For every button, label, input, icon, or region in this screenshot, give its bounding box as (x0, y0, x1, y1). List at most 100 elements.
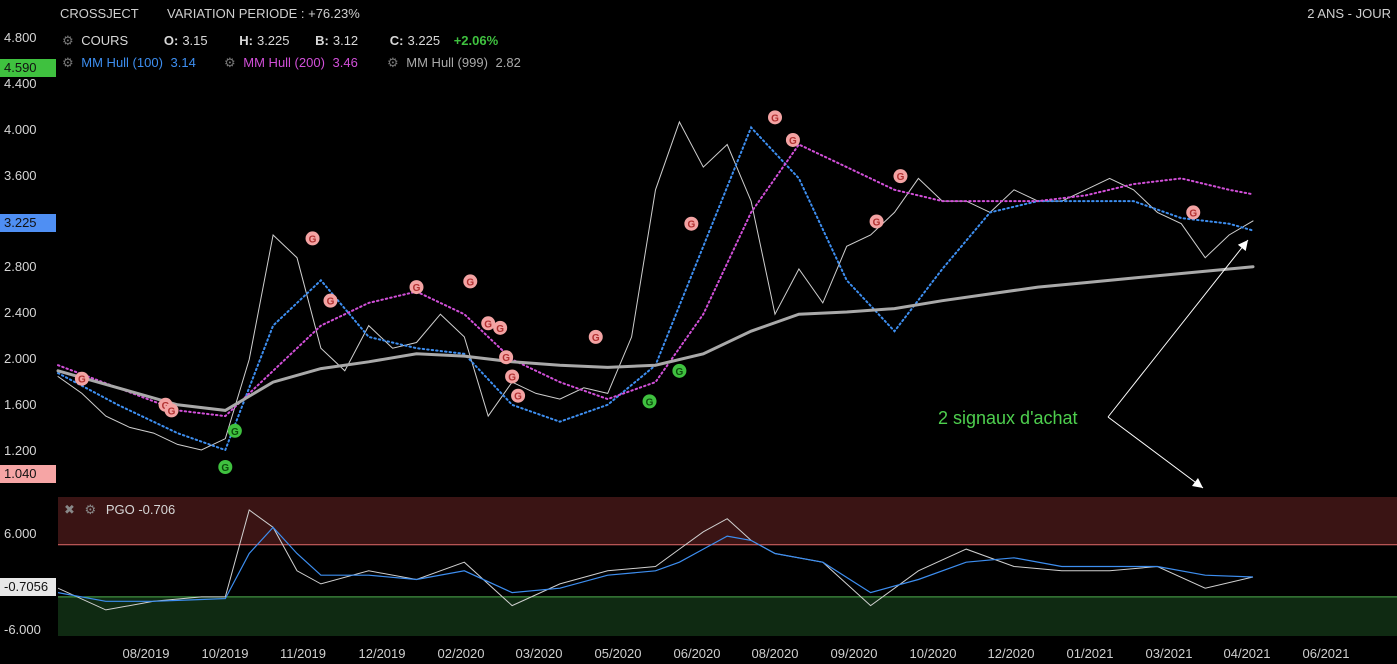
change-value: +2.06% (453, 33, 499, 48)
sell-signal-marker-glyph: G (592, 333, 600, 344)
y-tick: 1.200 (4, 443, 37, 458)
sell-signal-marker (164, 403, 179, 418)
sell-signal-marker-glyph: G (771, 113, 779, 124)
sell-signal-marker-glyph: G (309, 234, 317, 245)
high-badge: 4.590 (0, 59, 56, 77)
sell-signal-marker-glyph: G (466, 277, 474, 288)
pgo-signal-line (57, 526, 1254, 602)
hull100-value: 3.14 (170, 55, 196, 70)
sell-signal-marker (74, 371, 89, 386)
annotation-arrowhead (1191, 478, 1203, 488)
x-tick: 12/2019 (358, 646, 406, 661)
last-price-badge: 3.225 (0, 214, 56, 232)
buy-signal-marker (672, 363, 687, 378)
hull999-legend: ⚙ MM Hull (999) 2.82 (387, 55, 525, 71)
hull100-label: MM Hull (100) (81, 55, 163, 70)
pgo-oversold-zone (58, 596, 1397, 636)
x-tick: 09/2020 (830, 646, 878, 661)
x-tick: 02/2020 (437, 646, 485, 661)
low-value: 3.12 (332, 33, 359, 48)
y-tick: 3.600 (4, 168, 37, 183)
gear-icon[interactable]: ⚙ (224, 55, 236, 70)
low-label: B: (315, 33, 329, 48)
x-tick: 10/2020 (909, 646, 957, 661)
high-label: H: (239, 33, 253, 48)
sell-signal-marker (505, 369, 520, 384)
hull200-label: MM Hull (200) (243, 55, 325, 70)
x-tick: 01/2021 (1066, 646, 1114, 661)
annotation-arrowhead (1237, 240, 1248, 251)
hull999-label: MM Hull (999) (406, 55, 488, 70)
sell-signal-marker-glyph: G (873, 217, 881, 228)
sell-signal-marker-glyph: G (413, 283, 421, 294)
hull999-value: 2.82 (495, 55, 521, 70)
gear-icon[interactable]: ⚙ (62, 55, 74, 70)
y-tick: 2.000 (4, 351, 37, 366)
buy-signal-marker (642, 394, 657, 409)
annotation-arrow (1107, 416, 1204, 489)
sell-signal-marker (481, 316, 496, 331)
pgo-label: PGO -0.706 (105, 502, 176, 517)
x-tick: 06/2021 (1302, 646, 1350, 661)
gear-icon[interactable]: ⚙ (62, 33, 74, 48)
open-value: 3.15 (182, 33, 208, 48)
hull200-line (57, 143, 1254, 418)
x-tick: 11/2019 (279, 646, 327, 661)
x-tick: 03/2021 (1145, 646, 1193, 661)
high-value: 3.225 (256, 33, 290, 48)
close-label: C: (389, 33, 404, 48)
close-value: 3.225 (407, 33, 441, 48)
sell-signal-marker-glyph: G (502, 353, 510, 364)
sell-signal-marker-glyph: G (496, 324, 504, 335)
gear-icon[interactable]: ⚙ (84, 502, 97, 517)
buy-signal-marker-glyph: G (646, 397, 654, 408)
pgo-last-badge: -0.7056 (0, 578, 56, 596)
sell-signal-marker (785, 132, 800, 147)
x-tick: 12/2020 (987, 646, 1035, 661)
low-badge: 1.040 (0, 465, 56, 483)
pgo-overbought-zone (58, 497, 1397, 545)
sell-signal-marker-glyph: G (514, 392, 522, 403)
pgo-legend: ✖ ⚙ PGO -0.706 (64, 502, 175, 518)
sell-signal-marker-glyph: G (78, 375, 86, 386)
sell-signal-marker-glyph: G (168, 406, 176, 417)
sell-signal-marker-glyph: G (687, 220, 695, 231)
buy-signal-marker-glyph: G (676, 367, 684, 378)
sell-signal-marker (869, 214, 884, 229)
close-icon[interactable]: ✖ (64, 502, 75, 517)
buy-signal-marker (227, 423, 242, 438)
sell-signal-marker (768, 110, 782, 125)
annotation-arrow (1107, 239, 1249, 418)
sell-signal-marker-glyph: G (327, 297, 335, 308)
hull200-legend: ⚙ MM Hull (200) 3.46 (224, 55, 362, 71)
sell-signal-marker (493, 320, 508, 335)
annotation-text: 2 signaux d'achat (938, 408, 1078, 428)
sell-signal-marker-glyph: G (484, 319, 492, 330)
gear-icon[interactable]: ⚙ (387, 55, 399, 70)
y-tick: 2.400 (4, 305, 37, 320)
hull200-value: 3.46 (332, 55, 358, 70)
period-selector[interactable]: 2 ANS - JOUR (1307, 6, 1391, 21)
pgo-y-tick: -6.000 (4, 622, 41, 637)
sell-signal-marker-glyph: G (897, 172, 905, 183)
x-tick: 05/2020 (594, 646, 642, 661)
y-tick: 1.600 (4, 397, 37, 412)
buy-signal-marker (218, 460, 233, 474)
sell-signal-marker-glyph: G (1189, 208, 1197, 219)
sell-signal-marker (463, 274, 478, 289)
sell-signal-marker (499, 350, 514, 365)
sell-signal-marker (684, 216, 699, 231)
hull999-line (56, 265, 1255, 412)
sell-signal-marker-glyph: G (789, 136, 797, 147)
x-tick: 08/2020 (751, 646, 799, 661)
sell-signal-marker (1186, 205, 1201, 220)
buy-signal-marker-glyph: G (221, 463, 229, 474)
x-tick: 03/2020 (515, 646, 563, 661)
sell-signal-marker-glyph: G (162, 401, 170, 412)
hull100-line (57, 125, 1254, 452)
y-tick: 4.800 (4, 30, 37, 45)
sell-signal-marker (511, 388, 526, 403)
y-tick: 2.800 (4, 259, 37, 274)
x-tick: 04/2021 (1223, 646, 1271, 661)
